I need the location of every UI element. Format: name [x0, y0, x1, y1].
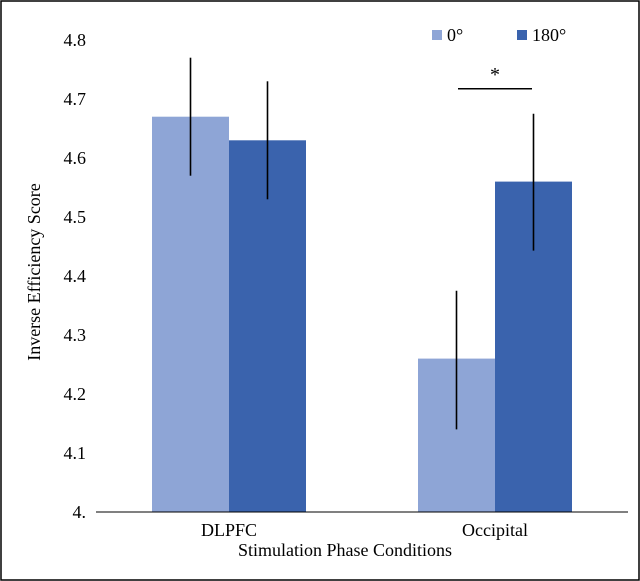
y-tick-label: 4.3	[64, 325, 87, 345]
y-tick-label: 4.2	[64, 384, 87, 404]
error-bars	[189, 57, 535, 430]
bar	[152, 116, 229, 512]
significance-star: *	[490, 64, 500, 86]
x-tick-label: Occipital	[462, 520, 528, 540]
y-ticks: 4. 4.1 4.2 4.3 4.4 4.5 4.6 4.7 4.8	[64, 30, 87, 522]
legend-label: 180°	[532, 25, 566, 45]
legend-swatch	[432, 30, 442, 40]
bar	[229, 140, 306, 513]
legend: 0° 180°	[432, 25, 566, 45]
y-tick-label: 4.8	[64, 30, 87, 50]
legend-label: 0°	[447, 25, 463, 45]
bars	[152, 116, 572, 513]
y-axis-title: Inverse Efficiency Score	[24, 183, 44, 361]
y-tick-label: 4.1	[64, 443, 87, 463]
y-tick-label: 4.4	[64, 266, 87, 286]
x-axis-title: Stimulation Phase Conditions	[238, 540, 452, 560]
legend-swatch	[517, 30, 527, 40]
y-tick-label: 4.	[73, 502, 87, 522]
y-tick-label: 4.6	[64, 148, 87, 168]
x-tick-label: DLPFC	[201, 520, 257, 540]
annotations: *	[458, 64, 532, 90]
y-tick-label: 4.7	[64, 89, 87, 109]
y-tick-label: 4.5	[64, 207, 87, 227]
x-tick-labels: DLPFC Occipital	[201, 520, 528, 540]
